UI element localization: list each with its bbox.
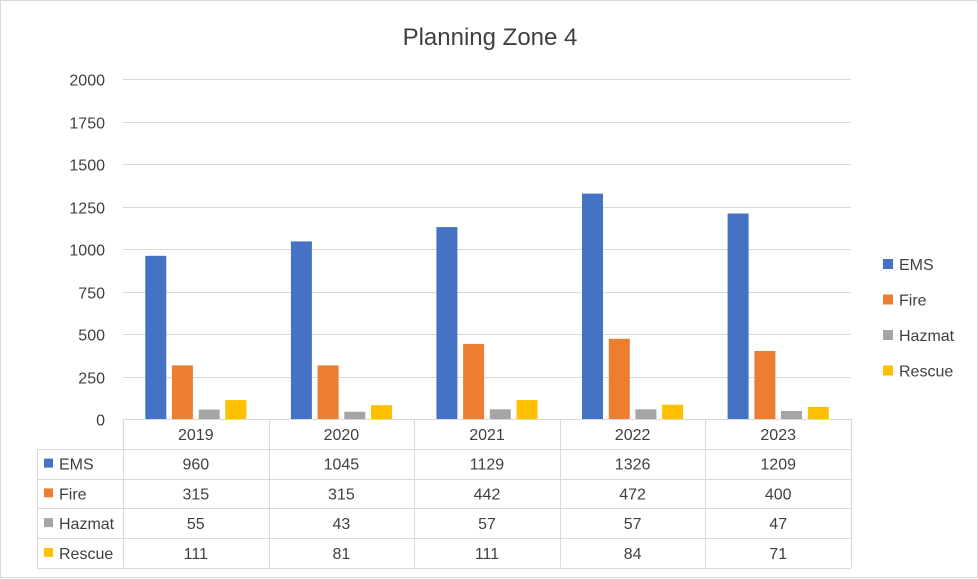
- legend-key-ems: [883, 259, 893, 269]
- legend-key-fire: [883, 294, 893, 305]
- legend-label: Hazmat: [899, 328, 955, 345]
- data-label: 1326: [615, 457, 651, 474]
- gridlines: [123, 79, 851, 420]
- data-label: 472: [619, 486, 646, 503]
- data-label: 55: [187, 516, 205, 533]
- bars: [145, 193, 829, 419]
- bar-fire-2020: [317, 365, 339, 419]
- bar-fire-2022: [608, 338, 630, 419]
- legend-key-rescue: [883, 365, 893, 376]
- y-tick-label: 1000: [69, 243, 105, 260]
- table-key-rescue: [44, 547, 53, 557]
- y-tick-label: 2000: [69, 73, 105, 90]
- y-tick-label: 1250: [69, 201, 105, 218]
- data-label: 315: [328, 486, 355, 503]
- data-label: 315: [182, 486, 209, 503]
- y-tick-label: 500: [78, 328, 105, 345]
- data-label: 43: [333, 516, 351, 533]
- data-label: 111: [475, 546, 499, 563]
- bar-hazmat-2020: [344, 411, 366, 419]
- category-label-2021: 2021: [469, 427, 505, 444]
- bar-rescue-2023: [807, 406, 829, 419]
- data-label: 81: [333, 546, 351, 563]
- bar-fire-2023: [754, 351, 776, 419]
- legend-key-hazmat: [883, 330, 893, 340]
- data-label: 111: [184, 546, 208, 563]
- bar-rescue-2022: [662, 404, 684, 419]
- table-row-label: Fire: [59, 486, 87, 503]
- bar-hazmat-2023: [781, 411, 802, 419]
- table-key-hazmat: [44, 518, 53, 528]
- data-label: 47: [769, 516, 787, 533]
- category-label-2022: 2022: [615, 427, 651, 444]
- y-tick-label: 0: [96, 413, 105, 430]
- table-key-ems: [44, 458, 53, 468]
- bar-rescue-2021: [516, 400, 538, 419]
- bar-ems-2023: [727, 213, 749, 419]
- bar-rescue-2019: [225, 400, 247, 419]
- bar-ems-2021: [436, 227, 458, 419]
- legend: EMS Fire Hazmat Rescue: [883, 257, 955, 381]
- data-label: 442: [474, 486, 501, 503]
- legend-label: Fire: [899, 293, 927, 310]
- y-tick-label: 750: [78, 286, 105, 303]
- bar-fire-2019: [171, 365, 193, 419]
- legend-label: EMS: [899, 257, 934, 274]
- category-label-2019: 2019: [178, 427, 214, 444]
- data-label: 57: [478, 516, 496, 533]
- legend-label: Rescue: [899, 364, 953, 381]
- data-label: 960: [182, 457, 209, 474]
- table-key-fire: [44, 488, 53, 498]
- y-tick-label: 1500: [69, 158, 105, 175]
- data-label: 57: [624, 516, 642, 533]
- table-row-label: EMS: [59, 457, 94, 474]
- bar-ems-2020: [290, 241, 312, 419]
- data-label: 1209: [760, 457, 796, 474]
- category-label-2023: 2023: [760, 427, 796, 444]
- table-row-label: Rescue: [59, 546, 113, 563]
- bar-rescue-2020: [371, 405, 392, 419]
- data-label: 1045: [324, 457, 360, 474]
- chart-title: Planning Zone 4: [403, 24, 578, 51]
- data-label: 84: [624, 546, 642, 563]
- bar-hazmat-2021: [489, 409, 511, 419]
- data-label: 400: [765, 486, 792, 503]
- y-tick-label: 1750: [69, 116, 105, 133]
- bar-hazmat-2019: [198, 409, 220, 419]
- data-label: 1129: [470, 457, 505, 474]
- category-label-2020: 2020: [324, 427, 360, 444]
- bar-fire-2021: [463, 343, 485, 419]
- y-axis-tick-labels: 0 250 500 750 1000 1250 1500 1750 2000: [69, 73, 105, 430]
- y-tick-label: 250: [78, 371, 105, 388]
- bar-ems-2019: [145, 255, 167, 419]
- data-table: 2019 2020 2021 2022 2023 EMS 960 1045 1129 1326 12…: [37, 419, 852, 569]
- table-row-label: Hazmat: [59, 516, 115, 533]
- data-label: 71: [769, 546, 787, 563]
- bar-hazmat-2022: [635, 409, 657, 419]
- bar-ems-2022: [582, 193, 603, 419]
